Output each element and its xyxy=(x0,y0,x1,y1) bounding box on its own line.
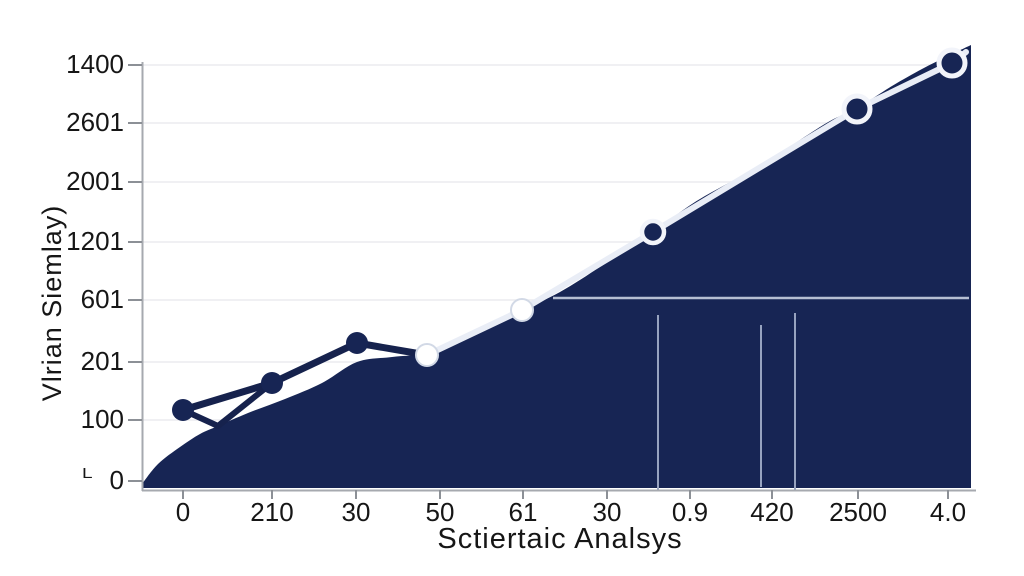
data-point-marker xyxy=(510,298,534,322)
y-tick-label: 601 xyxy=(80,284,124,314)
x-tick-label: 30 xyxy=(592,497,622,527)
data-point-marker xyxy=(415,343,439,367)
y-tick-label: 201 xyxy=(80,346,124,376)
y-tick-label: 1400 xyxy=(66,49,124,79)
x-tick-label: 210 xyxy=(250,497,294,527)
y-tick-label: 100 xyxy=(80,404,124,434)
axis-artifact-glyph: L xyxy=(82,465,93,482)
x-tick-label: 30 xyxy=(341,497,371,527)
dark-series-line xyxy=(179,339,431,414)
dark-line-fork xyxy=(180,380,275,429)
x-tick-label: 0 xyxy=(175,497,191,527)
x-tick-label: 4.0 xyxy=(929,497,967,527)
data-point-marker xyxy=(346,332,368,354)
y-axis-title: Vlrian Siemlay) xyxy=(36,204,67,402)
data-point-marker xyxy=(841,93,873,125)
data-point-marker xyxy=(936,47,968,79)
area-fill xyxy=(142,45,971,488)
y-tick-label: 2001 xyxy=(66,166,124,196)
x-tick-label: 0.9 xyxy=(671,497,709,527)
y-tick-label: 2601 xyxy=(66,107,124,137)
y-tick-label: 1201 xyxy=(66,226,124,256)
x-tick-label: 420 xyxy=(750,497,794,527)
x-tick-label: 50 xyxy=(425,497,455,527)
x-axis-title: Sctiertaic Analsys xyxy=(437,523,683,555)
x-tick-label: 2500 xyxy=(829,497,887,527)
x-tick-label: 61 xyxy=(508,497,538,527)
data-point-marker xyxy=(261,372,283,394)
data-point-marker xyxy=(639,218,667,246)
data-point-marker xyxy=(172,399,194,421)
y-tick-label: 0 xyxy=(109,465,124,495)
